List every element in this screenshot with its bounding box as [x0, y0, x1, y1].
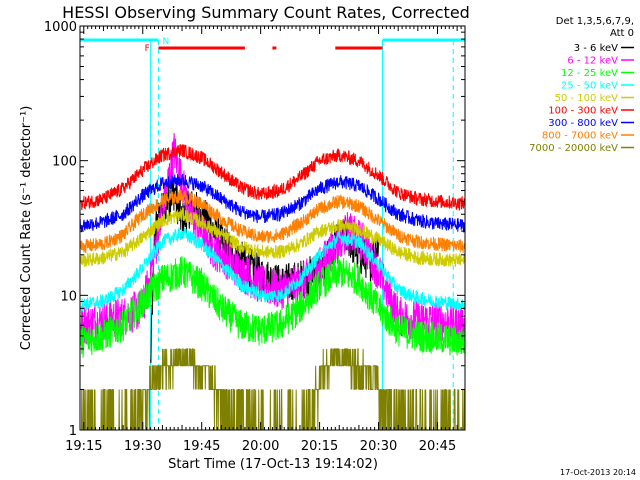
series-50-100-kev	[80, 207, 465, 268]
series-line	[80, 348, 465, 430]
y-axis: 1 10 100 1000	[44, 20, 465, 439]
x-axis: 19:15 19:30 19:45 20:00 20:15 20:30 20:45	[65, 26, 466, 454]
legend-label: 25 - 50 keV	[561, 81, 618, 92]
chart-title: HESSI Observing Summary Count Rates, Cor…	[62, 3, 470, 22]
y-tick-label: 1	[69, 424, 77, 439]
series-300-800-kev	[80, 173, 465, 233]
legend-label: 3 - 6 keV	[574, 43, 618, 54]
x-tick-label: 20:45	[419, 439, 456, 454]
series-line	[80, 189, 465, 253]
series-12-25-kev	[80, 255, 465, 358]
series-7000-20000-kev	[80, 348, 465, 430]
legend-label: 12 - 25 keV	[561, 68, 618, 79]
series-800-7000-kev	[80, 189, 465, 253]
legend-header: Att 0	[610, 28, 634, 39]
legend-label: 6 - 12 keV	[567, 56, 618, 67]
x-tick-label: 19:45	[183, 439, 220, 454]
y-axis-label: Corrected Count Rate (s⁻¹ detector⁻¹)	[19, 106, 34, 351]
x-tick-label: 19:30	[124, 439, 161, 454]
flare-flag-label: F	[145, 44, 150, 54]
footer-stamp: 17-Oct-2013 20:14	[560, 468, 636, 477]
series-line	[80, 144, 465, 211]
series-100-300-kev	[80, 144, 465, 211]
x-tick-label: 19:15	[65, 439, 102, 454]
x-tick-label: 20:00	[242, 439, 279, 454]
legend-label: 800 - 7000 keV	[542, 131, 618, 142]
x-tick-label: 20:30	[360, 439, 397, 454]
series-line	[80, 207, 465, 268]
plot-area: FN	[80, 37, 465, 430]
legend: Det 1,3,5,6,7,9,Att 0 3 - 6 keV 6 - 12 keV…	[529, 16, 634, 154]
y-tick-label: 100	[52, 155, 77, 170]
night-flag-label: N	[162, 37, 169, 47]
legend-label: 50 - 100 keV	[555, 93, 619, 104]
legend-label: 300 - 800 keV	[548, 118, 618, 129]
series-line	[80, 255, 465, 358]
series-25-50-kev	[80, 227, 465, 312]
series-line	[80, 173, 465, 233]
y-tick-label: 1000	[44, 20, 77, 35]
legend-header: Det 1,3,5,6,7,9,	[556, 16, 634, 27]
plot-frame	[79, 25, 466, 431]
x-tick-label: 20:15	[301, 439, 338, 454]
legend-label: 7000 - 20000 keV	[529, 143, 618, 154]
legend-label: 100 - 300 keV	[548, 106, 618, 117]
series-line	[80, 227, 465, 312]
y-tick-label: 10	[60, 289, 77, 304]
x-axis-label: Start Time (17-Oct-13 19:14:02)	[168, 457, 378, 472]
